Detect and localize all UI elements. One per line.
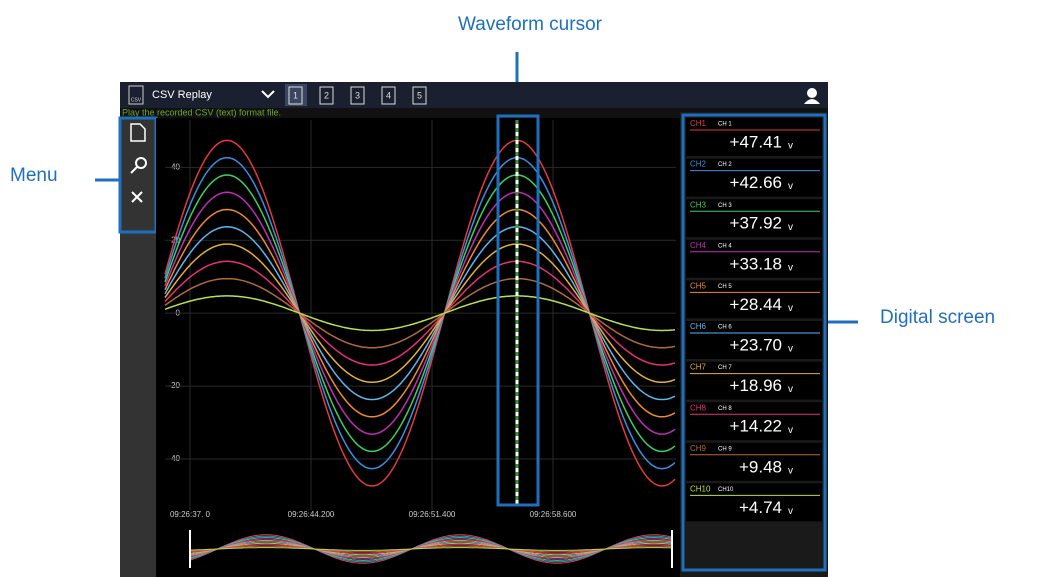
tab xyxy=(412,86,427,105)
x-tick-label: 09:26:37. 0 xyxy=(170,510,211,519)
channel-value: +9.48 xyxy=(739,457,782,476)
channel-unit: v xyxy=(788,425,793,436)
channel-value: +42.66 xyxy=(730,173,782,192)
channel-panel xyxy=(686,280,822,319)
tab-label: 5 xyxy=(417,90,422,100)
channel-value: +23.70 xyxy=(730,335,782,354)
annotation-box xyxy=(681,113,827,572)
user-icon[interactable] xyxy=(807,88,817,98)
tab xyxy=(288,86,303,105)
channel-value: +28.44 xyxy=(730,295,782,314)
channel-label: CH 2 xyxy=(718,162,732,168)
search-icon[interactable] xyxy=(135,157,147,169)
channel-label: CH10 xyxy=(718,487,734,493)
plot: -40-200204009:26:37. 009:26:44.20009:26:… xyxy=(164,118,822,568)
tab-label: 1 xyxy=(293,90,298,100)
overview-wave xyxy=(189,540,673,558)
overview-wave xyxy=(189,535,673,563)
file-icon[interactable] xyxy=(130,123,146,142)
overview-wave xyxy=(189,545,673,553)
channel-panel xyxy=(686,442,822,481)
channel-name: CH9 xyxy=(690,444,707,453)
channel-name: CH10 xyxy=(690,485,711,494)
channel-label: CH 3 xyxy=(718,203,732,209)
tab xyxy=(381,86,396,105)
tab-label: 3 xyxy=(355,90,360,100)
search-icon[interactable] xyxy=(130,166,138,174)
x-tick-label: 09:26:51.400 xyxy=(409,510,456,519)
channel-name: CH7 xyxy=(690,363,707,372)
overview-wave xyxy=(189,541,673,557)
overview-wave xyxy=(189,542,673,556)
tab xyxy=(319,86,334,105)
close-icon[interactable] xyxy=(131,191,143,203)
tab-label: 2 xyxy=(324,90,329,100)
channel-unit: v xyxy=(788,303,793,314)
tab xyxy=(350,86,365,105)
waveform xyxy=(164,295,676,332)
channel-name: CH8 xyxy=(690,403,707,412)
channel-panel xyxy=(686,402,822,441)
plot-area xyxy=(156,118,680,577)
annotation: Digital screen xyxy=(880,307,995,328)
channel-name: CH1 xyxy=(690,119,707,128)
channel-value: +37.92 xyxy=(730,214,782,233)
channel-unit: v xyxy=(788,181,793,192)
app-title[interactable]: CSV Replay xyxy=(152,89,212,101)
csv-icon xyxy=(128,85,144,105)
channel-panel xyxy=(686,321,822,359)
channel-value: +4.74 xyxy=(739,498,782,517)
channel-panel xyxy=(686,483,822,522)
channel-value: +47.41 xyxy=(730,132,782,151)
sidebar xyxy=(120,118,156,577)
channel-panel xyxy=(686,118,822,156)
x-tick-label: 09:26:58.600 xyxy=(530,510,577,519)
overview-wave xyxy=(189,537,673,561)
channel-name: CH6 xyxy=(690,322,707,331)
channel-name: CH2 xyxy=(690,160,707,169)
channel-label: CH 6 xyxy=(718,325,732,331)
channel-unit: v xyxy=(788,344,793,355)
channel-panel xyxy=(686,158,822,197)
channel-value: +14.22 xyxy=(730,417,782,436)
channel-unit: v xyxy=(788,262,793,273)
channel-label: CH 4 xyxy=(718,243,732,249)
channel-label: CH 7 xyxy=(718,365,732,371)
channel-label: CH 1 xyxy=(718,122,732,128)
channel-name: CH4 xyxy=(690,241,707,250)
annotation-box xyxy=(496,114,540,507)
channel-value: +18.96 xyxy=(730,376,782,395)
channel-panel xyxy=(686,239,822,278)
tab-label: 4 xyxy=(386,90,391,100)
dropdown[interactable] xyxy=(261,90,275,99)
channel-name: CH5 xyxy=(690,282,707,291)
overview-wave xyxy=(189,538,673,560)
channel-value: +33.18 xyxy=(730,254,782,273)
annotation: Waveform cursor xyxy=(458,14,603,35)
annotation: Menu xyxy=(10,165,58,186)
overview-wave xyxy=(189,544,673,554)
channel-panel xyxy=(686,361,822,400)
channel-unit: v xyxy=(788,506,793,517)
overview-wave xyxy=(189,547,672,551)
channel-label: CH 8 xyxy=(718,406,732,412)
overview-wave xyxy=(189,534,673,564)
channel-label: CH 9 xyxy=(718,446,732,452)
channel-label: CH 5 xyxy=(718,284,732,290)
hint: Play the recorded CSV (text) format file… xyxy=(122,107,281,117)
channel-unit: v xyxy=(788,222,793,233)
x-tick-label: 09:26:44.200 xyxy=(288,510,335,519)
top-bar xyxy=(120,82,828,108)
channel-unit: v xyxy=(788,141,793,152)
channel-name: CH3 xyxy=(690,200,707,209)
channel-unit: v xyxy=(788,384,793,395)
channel-unit: v xyxy=(788,465,793,476)
icon-text: CSV xyxy=(131,97,142,103)
user-icon[interactable] xyxy=(804,99,820,104)
channel-panel xyxy=(686,199,822,238)
